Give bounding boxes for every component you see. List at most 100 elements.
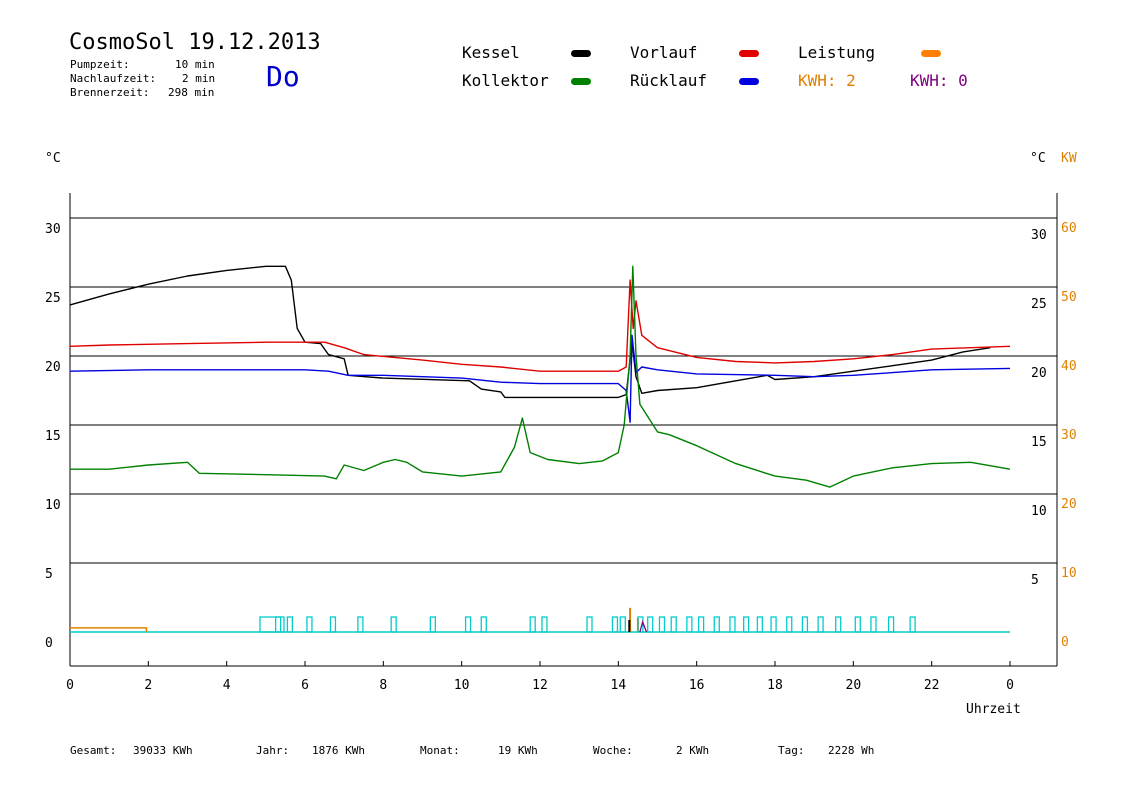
burner-marker	[743, 616, 750, 633]
legend-kessel-label: Kessel	[462, 43, 520, 62]
burner-marker	[357, 616, 364, 633]
left-tick-label: 15	[45, 429, 61, 444]
footer-monat-value: 19 KWh	[498, 744, 538, 757]
x-tick-label: 6	[301, 678, 309, 693]
left-axis-unit: °C	[45, 151, 61, 166]
burner-marker	[887, 616, 895, 633]
burner-marker	[611, 616, 619, 633]
footer-gesamt-label: Gesamt:	[70, 744, 117, 757]
right-tick-label-kw: 10	[1061, 566, 1077, 581]
burner-marker	[686, 616, 693, 633]
x-tick-label: 10	[454, 678, 470, 693]
legend-ruecklauf-label: Rücklauf	[630, 71, 708, 90]
legend-leistung-swatch	[921, 50, 941, 57]
burner-marker	[770, 616, 777, 633]
burner-marker	[529, 616, 536, 633]
left-tick-label: 30	[45, 222, 61, 237]
right-tick-label-c: 25	[1031, 297, 1047, 312]
legend-leistung-label: Leistung	[798, 43, 876, 62]
burner-marker	[586, 616, 593, 633]
param-brennerzeit-label: Brennerzeit:	[70, 86, 150, 99]
burner-marker	[854, 616, 861, 633]
legend-vorlauf-label: Vorlauf	[630, 43, 698, 62]
burner-marker	[306, 616, 313, 633]
series-line-kessel	[69, 265, 991, 399]
x-tick-label: 12	[532, 678, 548, 693]
legend-kollektor-label: Kollektor	[462, 71, 549, 90]
left-tick-label: 10	[45, 498, 61, 513]
footer-woche-label: Woche:	[593, 744, 633, 757]
weekday-label: Do	[266, 60, 300, 93]
burner-marker	[870, 616, 877, 633]
x-tick-label: 8	[379, 678, 387, 693]
param-pumpzeit-label: Pumpzeit:	[70, 58, 130, 71]
x-tick-label: 16	[689, 678, 705, 693]
footer-jahr-value: 1876 KWh	[312, 744, 365, 757]
legend-kessel-swatch	[571, 50, 591, 57]
x-tick-label: 0	[1006, 678, 1014, 693]
x-tick-label: 22	[924, 678, 940, 693]
x-tick-label: 2	[144, 678, 152, 693]
x-tick-label: 0	[66, 678, 74, 693]
burner-marker	[909, 616, 916, 633]
burner-marker	[713, 616, 720, 633]
burner-marker	[329, 616, 337, 633]
legend-vorlauf-swatch	[739, 50, 759, 57]
footer-gesamt-value: 39033 KWh	[133, 744, 193, 757]
burner-marker	[619, 616, 626, 633]
legend-kwh-orange: KWH: 2	[798, 71, 856, 90]
right-tick-label-kw: 30	[1061, 428, 1077, 443]
param-brennerzeit-value: 298 min	[168, 86, 215, 99]
right-tick-label-kw: 20	[1061, 497, 1077, 512]
param-nachlaufzeit-value: 2 min	[182, 72, 216, 85]
burner-marker	[817, 616, 824, 633]
right-tick-label-c: 5	[1031, 573, 1039, 588]
burner-marker	[286, 616, 294, 633]
footer-tag-value: 2228 Wh	[828, 744, 875, 757]
burner-marker	[647, 616, 654, 633]
left-tick-label: 20	[45, 360, 61, 375]
x-tick-label: 20	[846, 678, 862, 693]
footer-jahr-label: Jahr:	[256, 744, 290, 757]
footer-tag-label: Tag:	[778, 744, 805, 757]
footer-woche-value: 2 KWh	[676, 744, 710, 757]
right-tick-label-kw: 60	[1061, 221, 1077, 236]
burner-marker	[464, 616, 472, 633]
right-tick-label-kw: 0	[1061, 635, 1069, 650]
burner-marker	[274, 616, 282, 633]
right-tick-label-c: 20	[1031, 366, 1047, 381]
burner-marker	[801, 616, 809, 633]
x-tick-label: 14	[611, 678, 627, 693]
series-line-rücklauf	[69, 334, 1011, 423]
burner-marker	[429, 616, 436, 633]
burner-marker	[729, 616, 736, 633]
series-line-kollektor	[70, 265, 1011, 488]
right-axis-unit-c: °C	[1030, 151, 1046, 166]
x-tick-label: 18	[767, 678, 783, 693]
legend-ruecklauf-swatch	[739, 78, 759, 85]
right-tick-label-kw: 50	[1061, 290, 1077, 305]
burner-marker	[658, 616, 666, 633]
burner-marker	[756, 616, 764, 633]
burner-marker	[697, 616, 705, 633]
footer-monat-label: Monat:	[420, 744, 460, 757]
right-tick-label-c: 15	[1031, 435, 1047, 450]
right-tick-label-c: 30	[1031, 228, 1047, 243]
burner-marker	[786, 616, 793, 633]
burner-marker	[480, 616, 487, 633]
series-line-vorlauf	[69, 279, 1011, 372]
burner-marker	[259, 616, 285, 633]
series-line-leistung	[70, 627, 148, 632]
x-tick-label: 4	[223, 678, 231, 693]
burner-marker	[835, 616, 842, 633]
param-nachlaufzeit-label: Nachlaufzeit:	[70, 72, 157, 85]
right-axis-unit-kw: KW	[1061, 151, 1077, 166]
right-tick-label-kw: 40	[1061, 359, 1077, 374]
left-tick-label: 0	[45, 636, 53, 651]
kwh-purple-marker	[639, 619, 648, 633]
burner-marker	[390, 616, 397, 633]
legend-kwh-purple: KWH: 0	[910, 71, 968, 90]
burner-marker	[541, 616, 548, 633]
left-tick-label: 25	[45, 291, 61, 306]
